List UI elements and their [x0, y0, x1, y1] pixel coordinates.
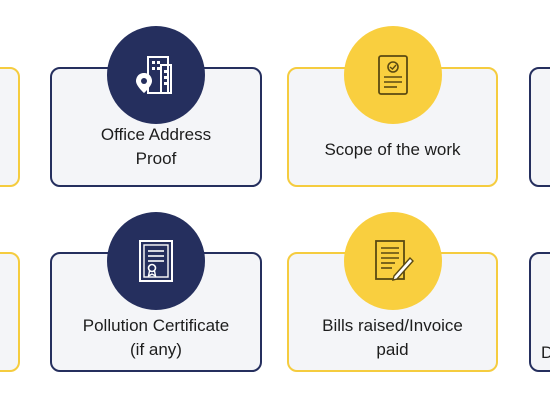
card-label-office-address-proof: Office Address Proof	[100, 125, 212, 168]
card-partial-left-bottom	[0, 252, 20, 372]
card-partial-right-top	[529, 67, 550, 187]
invoice-pen-icon	[375, 240, 414, 281]
office-location-building-icon	[136, 56, 172, 94]
badge-bills-raised-invoice-paid	[344, 212, 442, 310]
card-partial-right-bottom-label: D	[541, 343, 550, 362]
badge-pollution-certificate	[107, 212, 205, 310]
badge-scope-of-the-work	[344, 26, 442, 124]
certificate-icon	[139, 240, 173, 282]
card-label-pollution-certificate: Pollution Certificate (if any)	[82, 316, 230, 359]
card-label-bills-raised-invoice-paid: Bills raised/Invoice paid	[322, 316, 463, 359]
document-icon	[378, 55, 408, 95]
card-label-scope-of-the-work: Scope of the work	[324, 140, 461, 159]
badge-office-address-proof	[107, 26, 205, 124]
card-partial-right-bottom: D	[529, 252, 550, 372]
card-partial-left-top	[0, 67, 20, 187]
